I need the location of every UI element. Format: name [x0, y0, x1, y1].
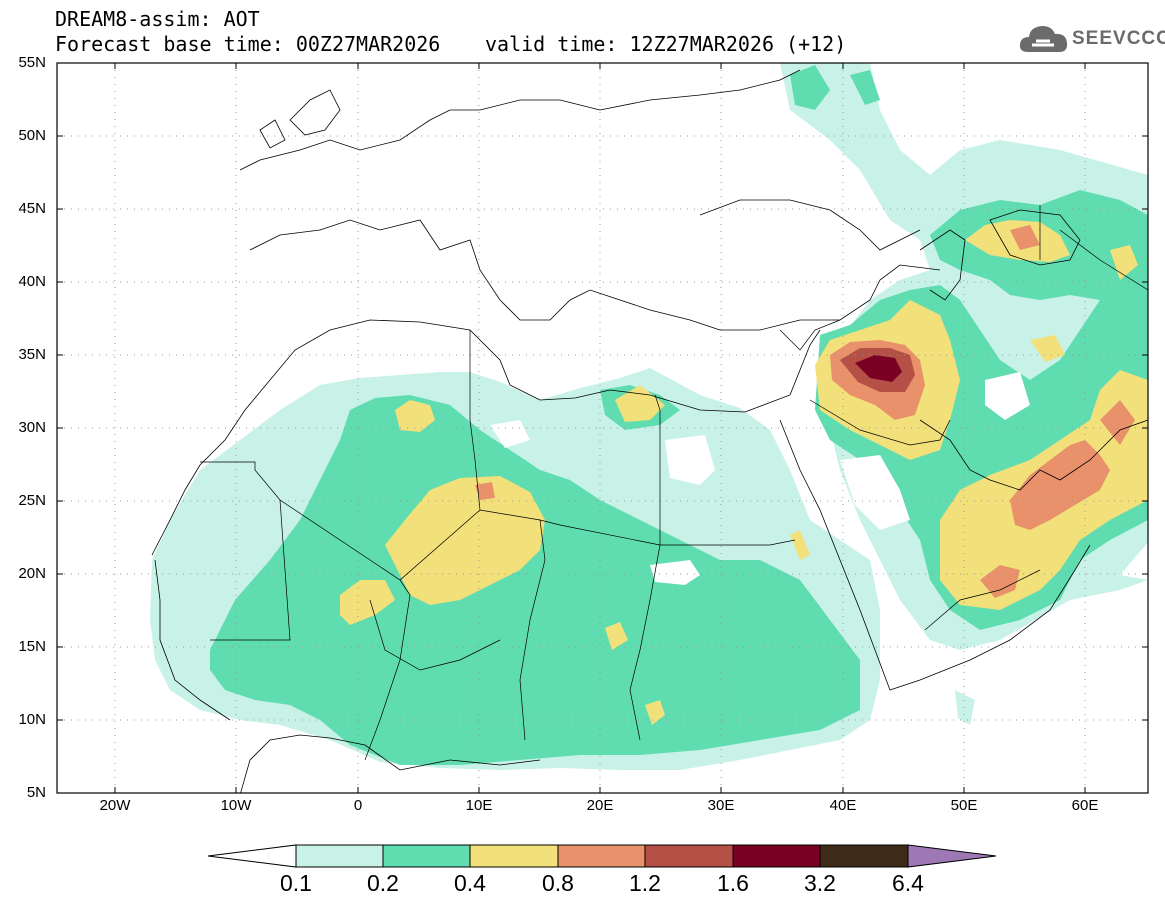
colorbar-swatch-1.6 [732, 844, 821, 868]
lon-label-20e: 20E [586, 797, 614, 814]
colorbar [207, 844, 997, 868]
lon-label-10w: 10W [220, 797, 252, 814]
aot-level-1.6 [855, 355, 902, 382]
lon-label-40e: 40E [829, 797, 857, 814]
colorbar-extend-high [907, 844, 997, 868]
lat-label-35n: 35N [18, 346, 46, 363]
seevccc-logo: SEEVCCC [1018, 22, 1165, 58]
lon-label-50e: 50E [950, 797, 978, 814]
lat-label-50n: 50N [18, 127, 46, 144]
lat-label-25n: 25N [18, 492, 46, 509]
colorbar-label-0.2: 0.2 [367, 870, 399, 896]
colorbar-label-0.4: 0.4 [454, 870, 486, 896]
colorbar-swatch-3.2 [819, 844, 909, 868]
cloud-icon [1019, 26, 1068, 52]
lon-label-10e: 10E [465, 797, 493, 814]
logo-text: SEEVCCC [1072, 28, 1165, 49]
lat-label-55n: 55N [18, 54, 46, 71]
lat-label-20n: 20N [18, 565, 46, 582]
colorbar-label-0.1: 0.1 [280, 870, 312, 896]
lat-label-30n: 30N [18, 419, 46, 436]
lat-label-15n: 15N [18, 638, 46, 655]
lat-label-40n: 40N [18, 273, 46, 290]
lon-label-30e: 30E [707, 797, 735, 814]
lon-label-20w: 20W [99, 797, 131, 814]
forecast-base-time: Forecast base time: 00Z27MAR2026 [55, 32, 441, 56]
colorbar-label-1.2: 1.2 [629, 870, 661, 896]
colorbar-label-1.6: 1.6 [717, 870, 749, 896]
colorbar-swatch-0.4 [469, 844, 559, 868]
lon-label-60e: 60E [1071, 797, 1099, 814]
colorbar-swatch-0.8 [557, 844, 646, 868]
aot-clear-areas [490, 372, 1148, 585]
colorbar-swatch-0.1 [295, 844, 384, 868]
colorbar-label-3.2: 3.2 [804, 870, 836, 896]
axis-ticks [57, 62, 1148, 794]
lat-label-5n: 5N [26, 784, 46, 801]
colorbar-label-6.4: 6.4 [892, 870, 924, 896]
lon-label-0: 0 [353, 797, 363, 814]
map-title: DREAM8-assim: AOT [55, 7, 260, 31]
colorbar-swatch-1.2 [644, 844, 734, 868]
colorbar-swatch-0.2 [382, 844, 471, 868]
colorbar-label-0.8: 0.8 [542, 870, 574, 896]
coastlines [151, 69, 1148, 793]
lat-label-10n: 10N [18, 711, 46, 728]
map-grid [57, 63, 1148, 793]
valid-time: valid time: 12Z27MAR2026 (+12) [485, 32, 847, 56]
colorbar-extend-low [207, 844, 297, 868]
lat-label-45n: 45N [18, 200, 46, 217]
country-borders [200, 205, 1148, 761]
